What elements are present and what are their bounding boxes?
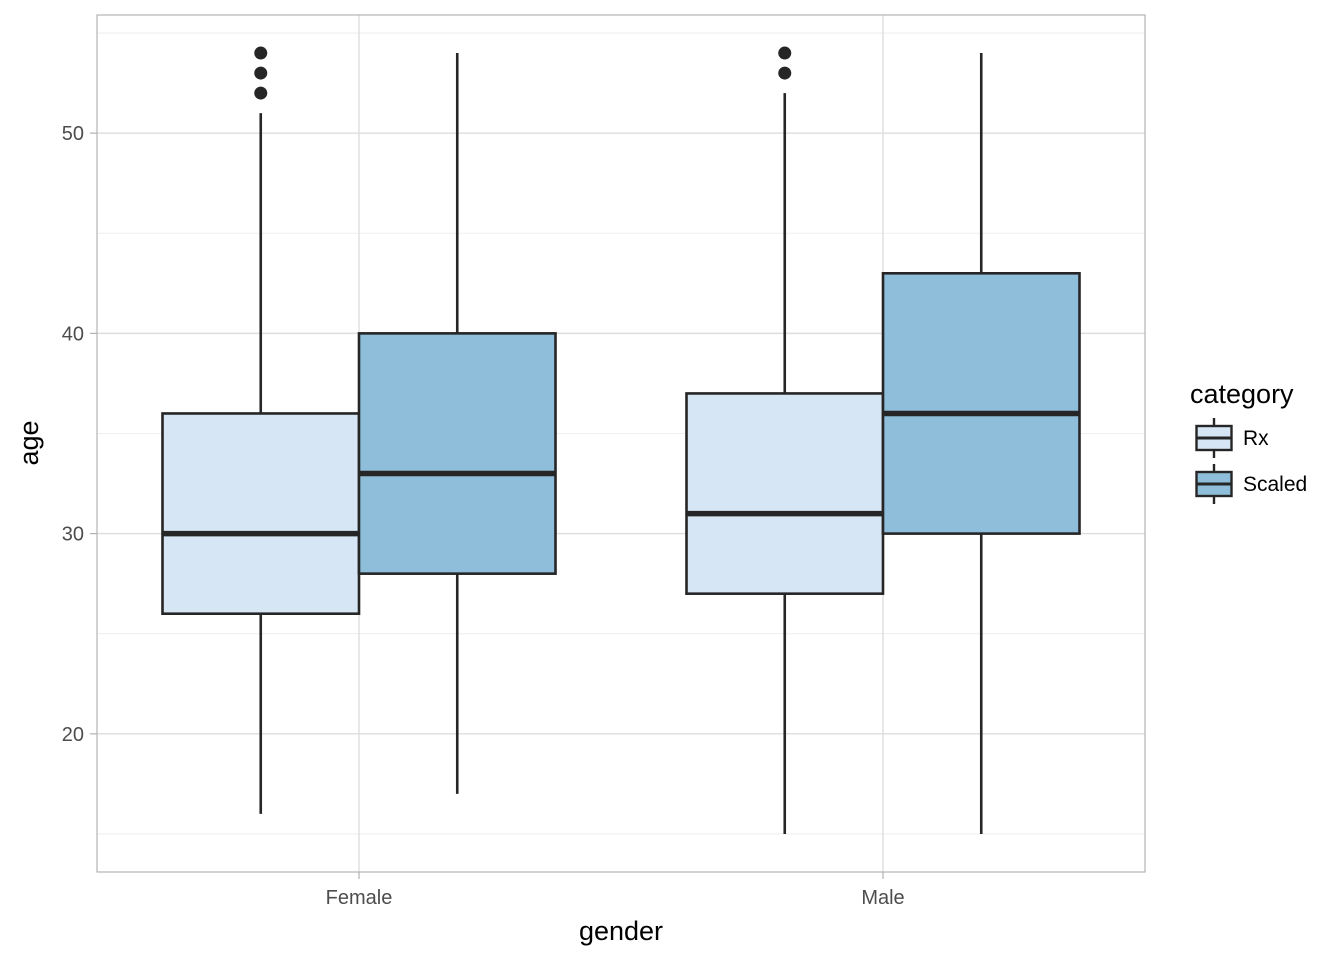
box-scaled-male [881,53,1081,834]
panel-border [96,14,1146,873]
legend-label: Rx [1243,427,1269,450]
axes: 20 30 40 50 Female Male [62,123,905,909]
y-axis-title: age [14,420,44,465]
legend-label: Scaled [1243,473,1307,496]
legend-item-rx: Rx [1195,418,1269,458]
y-tick-label: 40 [62,323,84,345]
x-tick-label: Female [326,887,393,909]
legend-item-scaled: Scaled [1195,464,1307,504]
y-tick-label: 30 [62,524,84,546]
legend: category Rx Scaled [1190,379,1307,504]
box-rx-male [685,46,885,834]
plot-marks [161,46,1081,834]
outlier-point [254,86,268,100]
legend-items: Rx Scaled [1195,418,1307,504]
box-iqr [881,272,1081,535]
outlier-point [778,66,792,80]
box-iqr [161,412,361,615]
y-tick-label: 50 [62,123,84,145]
outlier-point [254,66,268,80]
outlier-point [254,46,268,60]
box-rx-female [161,46,361,814]
box-iqr [357,332,557,575]
x-axis-title: gender [579,916,663,946]
x-tick-label: Male [861,887,904,909]
box-scaled-female [357,53,557,794]
y-tick-label: 20 [62,724,84,746]
box-iqr [685,392,885,595]
outlier-point [778,46,792,60]
legend-title: category [1190,379,1294,409]
